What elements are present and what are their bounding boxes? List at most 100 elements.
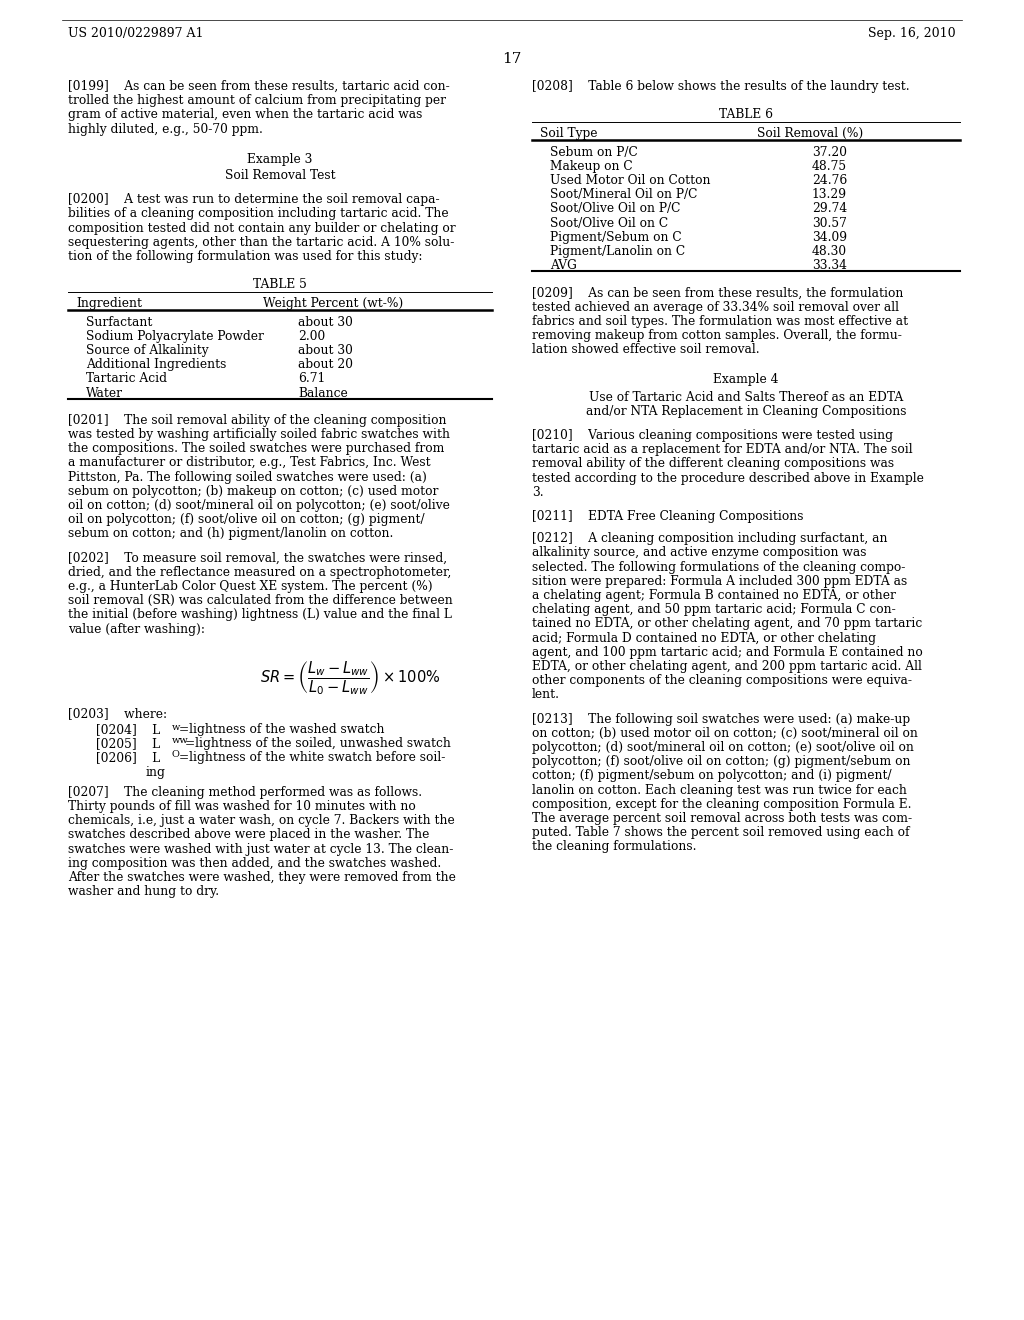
Text: [0203]    where:: [0203] where: xyxy=(68,706,167,719)
Text: 48.30: 48.30 xyxy=(812,246,847,257)
Text: =lightness of the soiled, unwashed swatch: =lightness of the soiled, unwashed swatc… xyxy=(185,737,451,750)
Text: highly diluted, e.g., 50-70 ppm.: highly diluted, e.g., 50-70 ppm. xyxy=(68,123,263,136)
Text: about 30: about 30 xyxy=(298,345,353,356)
Text: 13.29: 13.29 xyxy=(812,189,847,201)
Text: Sodium Polyacrylate Powder: Sodium Polyacrylate Powder xyxy=(86,330,264,343)
Text: tion of the following formulation was used for this study:: tion of the following formulation was us… xyxy=(68,249,423,263)
Text: Pigment/Sebum on C: Pigment/Sebum on C xyxy=(550,231,682,244)
Text: =lightness of the white swatch before soil-: =lightness of the white swatch before so… xyxy=(179,751,445,764)
Text: Thirty pounds of fill was washed for 10 minutes with no: Thirty pounds of fill was washed for 10 … xyxy=(68,800,416,813)
Text: lation showed effective soil removal.: lation showed effective soil removal. xyxy=(532,343,760,356)
Text: other components of the cleaning compositions were equiva-: other components of the cleaning composi… xyxy=(532,675,912,688)
Text: composition, except for the cleaning composition Formula E.: composition, except for the cleaning com… xyxy=(532,797,911,810)
Text: Soil Type: Soil Type xyxy=(540,128,597,140)
Text: TABLE 6: TABLE 6 xyxy=(719,108,773,121)
Text: Weight Percent (wt-%): Weight Percent (wt-%) xyxy=(263,297,403,310)
Text: tained no EDTA, or other chelating agent, and 70 ppm tartaric: tained no EDTA, or other chelating agent… xyxy=(532,618,923,631)
Text: [0208]    Table 6 below shows the results of the laundry test.: [0208] Table 6 below shows the results o… xyxy=(532,81,909,92)
Text: about 20: about 20 xyxy=(298,358,353,371)
Text: removing makeup from cotton samples. Overall, the formu-: removing makeup from cotton samples. Ove… xyxy=(532,329,902,342)
Text: Sebum on P/C: Sebum on P/C xyxy=(550,145,638,158)
Text: acid; Formula D contained no EDTA, or other chelating: acid; Formula D contained no EDTA, or ot… xyxy=(532,631,876,644)
Text: [0211]    EDTA Free Cleaning Compositions: [0211] EDTA Free Cleaning Compositions xyxy=(532,510,804,523)
Text: After the swatches were washed, they were removed from the: After the swatches were washed, they wer… xyxy=(68,871,456,884)
Text: Balance: Balance xyxy=(298,387,348,400)
Text: Source of Alkalinity: Source of Alkalinity xyxy=(86,345,209,356)
Text: Surfactant: Surfactant xyxy=(86,315,153,329)
Text: [0212]    A cleaning composition including surfactant, an: [0212] A cleaning composition including … xyxy=(532,532,888,545)
Text: [0205]    L: [0205] L xyxy=(96,737,160,750)
Text: Pittston, Pa. The following soiled swatches were used: (a): Pittston, Pa. The following soiled swatc… xyxy=(68,471,427,483)
Text: [0207]    The cleaning method performed was as follows.: [0207] The cleaning method performed was… xyxy=(68,785,422,799)
Text: AVG: AVG xyxy=(550,259,577,272)
Text: swatches were washed with just water at cycle 13. The clean-: swatches were washed with just water at … xyxy=(68,842,454,855)
Text: ww: ww xyxy=(172,737,188,746)
Text: polycotton; (f) soot/olive oil on cotton; (g) pigment/sebum on: polycotton; (f) soot/olive oil on cotton… xyxy=(532,755,910,768)
Text: Soot/Olive Oil on P/C: Soot/Olive Oil on P/C xyxy=(550,202,680,215)
Text: Additional Ingredients: Additional Ingredients xyxy=(86,358,226,371)
Text: ing: ing xyxy=(146,766,166,779)
Text: [0206]    L: [0206] L xyxy=(96,751,160,764)
Text: fabrics and soil types. The formulation was most effective at: fabrics and soil types. The formulation … xyxy=(532,314,908,327)
Text: Soot/Olive Oil on C: Soot/Olive Oil on C xyxy=(550,216,668,230)
Text: =lightness of the washed swatch: =lightness of the washed swatch xyxy=(179,723,384,737)
Text: [0204]    L: [0204] L xyxy=(96,723,160,737)
Text: Makeup on C: Makeup on C xyxy=(550,160,633,173)
Text: 17: 17 xyxy=(503,51,521,66)
Text: removal ability of the different cleaning compositions was: removal ability of the different cleanin… xyxy=(532,458,894,470)
Text: TABLE 5: TABLE 5 xyxy=(253,279,307,292)
Text: swatches described above were placed in the washer. The: swatches described above were placed in … xyxy=(68,829,429,841)
Text: 29.74: 29.74 xyxy=(812,202,847,215)
Text: lent.: lent. xyxy=(532,689,560,701)
Text: 24.76: 24.76 xyxy=(812,174,847,187)
Text: trolled the highest amount of calcium from precipitating per: trolled the highest amount of calcium fr… xyxy=(68,94,446,107)
Text: selected. The following formulations of the cleaning compo-: selected. The following formulations of … xyxy=(532,561,905,574)
Text: alkalinity source, and active enzyme composition was: alkalinity source, and active enzyme com… xyxy=(532,546,866,560)
Text: tested according to the procedure described above in Example: tested according to the procedure descri… xyxy=(532,471,924,484)
Text: cotton; (f) pigment/sebum on polycotton; and (i) pigment/: cotton; (f) pigment/sebum on polycotton;… xyxy=(532,770,892,783)
Text: Use of Tartaric Acid and Salts Thereof as an EDTA: Use of Tartaric Acid and Salts Thereof a… xyxy=(589,391,903,404)
Text: 34.09: 34.09 xyxy=(812,231,847,244)
Text: EDTA, or other chelating agent, and 200 ppm tartaric acid. All: EDTA, or other chelating agent, and 200 … xyxy=(532,660,922,673)
Text: composition tested did not contain any builder or chelating or: composition tested did not contain any b… xyxy=(68,222,456,235)
Text: lanolin on cotton. Each cleaning test was run twice for each: lanolin on cotton. Each cleaning test wa… xyxy=(532,784,907,796)
Text: [0199]    As can be seen from these results, tartaric acid con-: [0199] As can be seen from these results… xyxy=(68,81,450,92)
Text: 2.00: 2.00 xyxy=(298,330,326,343)
Text: [0202]    To measure soil removal, the swatches were rinsed,: [0202] To measure soil removal, the swat… xyxy=(68,552,447,565)
Text: about 30: about 30 xyxy=(298,315,353,329)
Text: was tested by washing artificially soiled fabric swatches with: was tested by washing artificially soile… xyxy=(68,428,450,441)
Text: 3.: 3. xyxy=(532,486,544,499)
Text: Example 4: Example 4 xyxy=(714,374,778,387)
Text: 33.34: 33.34 xyxy=(812,259,847,272)
Text: Soil Removal (%): Soil Removal (%) xyxy=(757,128,863,140)
Text: a manufacturer or distributor, e.g., Test Fabrics, Inc. West: a manufacturer or distributor, e.g., Tes… xyxy=(68,457,431,470)
Text: sition were prepared: Formula A included 300 ppm EDTA as: sition were prepared: Formula A included… xyxy=(532,574,907,587)
Text: Pigment/Lanolin on C: Pigment/Lanolin on C xyxy=(550,246,685,257)
Text: chelating agent, and 50 ppm tartaric acid; Formula C con-: chelating agent, and 50 ppm tartaric aci… xyxy=(532,603,896,616)
Text: Example 3: Example 3 xyxy=(248,153,312,166)
Text: and/or NTA Replacement in Cleaning Compositions: and/or NTA Replacement in Cleaning Compo… xyxy=(586,405,906,418)
Text: soil removal (SR) was calculated from the difference between: soil removal (SR) was calculated from th… xyxy=(68,594,453,607)
Text: Tartaric Acid: Tartaric Acid xyxy=(86,372,167,385)
Text: puted. Table 7 shows the percent soil removed using each of: puted. Table 7 shows the percent soil re… xyxy=(532,826,909,840)
Text: O: O xyxy=(172,750,180,759)
Text: Sep. 16, 2010: Sep. 16, 2010 xyxy=(868,26,956,40)
Text: 37.20: 37.20 xyxy=(812,145,847,158)
Text: sebum on cotton; and (h) pigment/lanolin on cotton.: sebum on cotton; and (h) pigment/lanolin… xyxy=(68,528,393,540)
Text: Soot/Mineral Oil on P/C: Soot/Mineral Oil on P/C xyxy=(550,189,697,201)
Text: bilities of a cleaning composition including tartaric acid. The: bilities of a cleaning composition inclu… xyxy=(68,207,449,220)
Text: 6.71: 6.71 xyxy=(298,372,326,385)
Text: [0200]    A test was run to determine the soil removal capa-: [0200] A test was run to determine the s… xyxy=(68,193,439,206)
Text: Soil Removal Test: Soil Removal Test xyxy=(224,169,335,182)
Text: oil on polycotton; (f) soot/olive oil on cotton; (g) pigment/: oil on polycotton; (f) soot/olive oil on… xyxy=(68,513,425,527)
Text: the compositions. The soiled swatches were purchased from: the compositions. The soiled swatches we… xyxy=(68,442,444,455)
Text: Used Motor Oil on Cotton: Used Motor Oil on Cotton xyxy=(550,174,711,187)
Text: washer and hung to dry.: washer and hung to dry. xyxy=(68,886,219,898)
Text: tested achieved an average of 33.34% soil removal over all: tested achieved an average of 33.34% soi… xyxy=(532,301,899,314)
Text: Ingredient: Ingredient xyxy=(76,297,142,310)
Text: dried, and the reflectance measured on a spectrophotometer,: dried, and the reflectance measured on a… xyxy=(68,566,452,578)
Text: on cotton; (b) used motor oil on cotton; (c) soot/mineral oil on: on cotton; (b) used motor oil on cotton;… xyxy=(532,727,918,739)
Text: US 2010/0229897 A1: US 2010/0229897 A1 xyxy=(68,26,204,40)
Text: 30.57: 30.57 xyxy=(812,216,847,230)
Text: polycotton; (d) soot/mineral oil on cotton; (e) soot/olive oil on: polycotton; (d) soot/mineral oil on cott… xyxy=(532,741,913,754)
